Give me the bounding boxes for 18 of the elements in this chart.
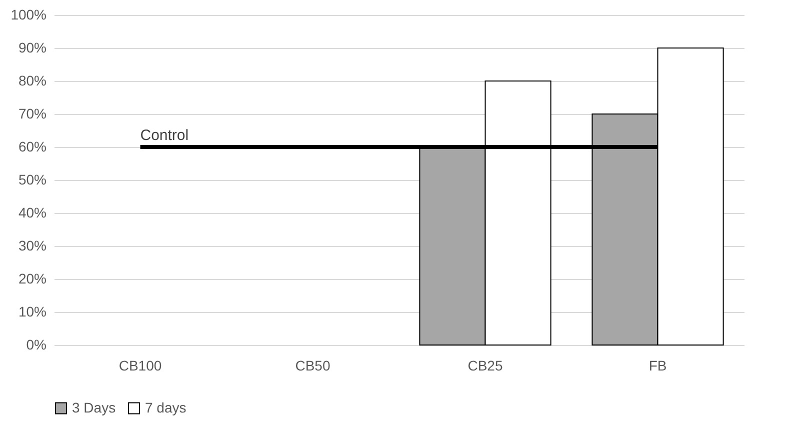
y-tick-label: 100% xyxy=(10,6,46,22)
y-tick-label: 60% xyxy=(18,138,46,154)
x-tick-label: CB100 xyxy=(118,358,162,374)
y-tick-label: 80% xyxy=(18,72,46,88)
y-tick-label: 30% xyxy=(18,238,46,254)
x-tick-label: FB xyxy=(648,358,667,374)
ref-line-label: Control xyxy=(140,127,189,144)
y-tick-label: 40% xyxy=(18,204,46,220)
y-tick-label: 70% xyxy=(18,106,46,122)
legend-label: 7 days xyxy=(145,399,186,416)
y-tick-label: 0% xyxy=(26,336,46,352)
y-tick-label: 90% xyxy=(18,40,46,56)
legend-label: 3 Days xyxy=(72,399,116,416)
x-tick-label: CB50 xyxy=(295,358,330,374)
y-tick-label: 10% xyxy=(18,304,46,320)
y-tick-label: 20% xyxy=(18,270,46,286)
x-tick-label: CB25 xyxy=(468,358,503,374)
y-tick-label: 50% xyxy=(18,172,46,188)
